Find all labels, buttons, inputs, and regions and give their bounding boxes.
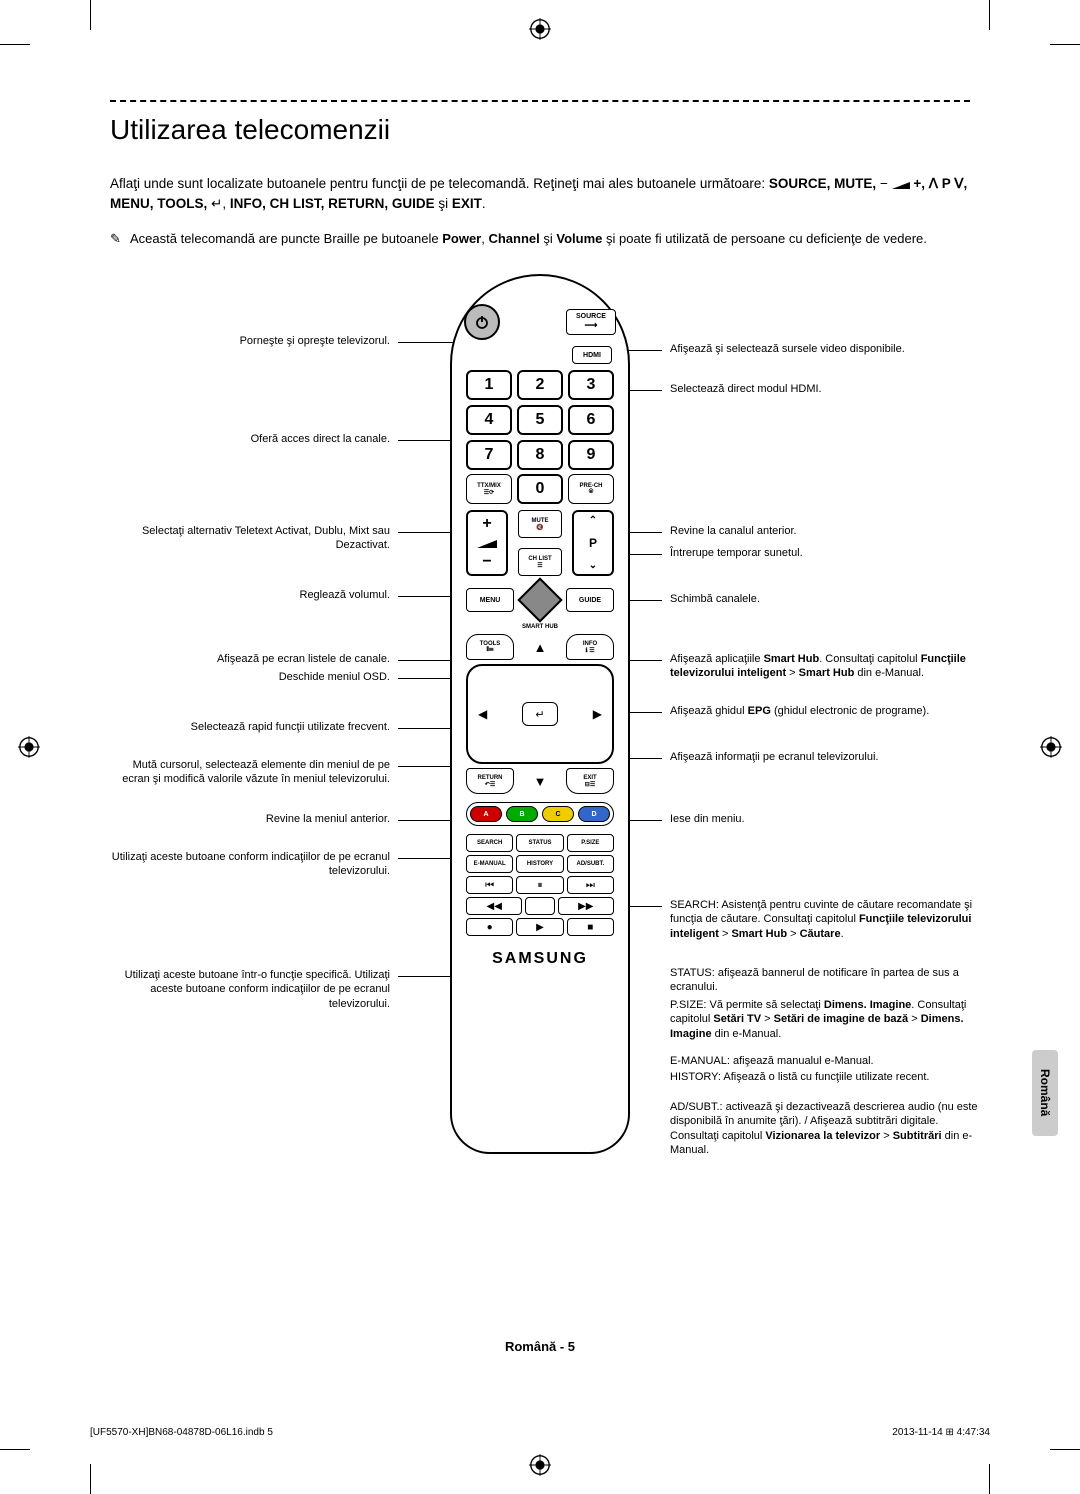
braille-note: Această telecomandă are puncte Braille p… — [110, 229, 970, 249]
color-b[interactable]: B — [506, 806, 538, 822]
prech-button[interactable]: PRE-CH⦾ — [568, 474, 614, 504]
print-meta-left: [UF5570-XH]BN68-04878D-06L16.indb 5 — [90, 1427, 273, 1438]
record-button[interactable]: ● — [466, 918, 513, 936]
ttx-button[interactable]: TTX/MIX☰⟳ — [466, 474, 512, 504]
label-prech: Revine la canalul anterior. — [670, 524, 980, 538]
label-emanual: E-MANUAL: afişează manualul e-Manual. — [670, 1054, 980, 1068]
num-5[interactable]: 5 — [517, 405, 563, 435]
stop-button[interactable]: ■ — [567, 918, 614, 936]
intro-text: Aflaţi unde sunt localizate butoanele pe… — [110, 174, 970, 215]
num-2[interactable]: 2 — [517, 370, 563, 400]
label-status: STATUS: afişează bannerul de notificare … — [670, 966, 980, 995]
source-button[interactable]: SOURCE⟶ — [566, 309, 616, 335]
label-return: Revine la meniul anterior. — [110, 812, 390, 826]
menu-button[interactable]: MENU — [466, 588, 514, 612]
label-mute: Întrerupe temporar sunetul. — [670, 546, 980, 560]
label-menu: Deschide meniul OSD. — [110, 670, 390, 684]
section-divider — [110, 100, 970, 102]
reg-mark-bottom — [529, 1454, 551, 1476]
label-colors: Utilizaţi aceste butoane conform indicaţ… — [110, 850, 390, 879]
label-chlist: Afişează pe ecran listele de canale. — [110, 652, 390, 666]
info-button[interactable]: INFOℹ ☰ — [566, 634, 614, 660]
num-4[interactable]: 4 — [466, 405, 512, 435]
adsubt-button[interactable]: AD/SUBT. — [567, 855, 614, 873]
label-volume: Reglează volumul. — [110, 588, 390, 602]
volume-rocker[interactable]: + − — [466, 510, 508, 576]
num-7[interactable]: 7 — [466, 440, 512, 470]
smarthub-label: SMART HUB — [464, 624, 616, 630]
remote-control: SOURCE⟶ HDMI 1 2 3 4 5 6 7 8 9 — [450, 274, 630, 1154]
history-button[interactable]: HISTORY — [516, 855, 563, 873]
search-button[interactable]: SEARCH — [466, 834, 513, 852]
page-title: Utilizarea telecomenzii — [110, 114, 970, 146]
label-guide: Afişează ghidul EPG (ghidul electronic d… — [670, 704, 980, 718]
color-a[interactable]: A — [470, 806, 502, 822]
return-button[interactable]: RETURN↶☰ — [466, 768, 514, 794]
dpad-right-icon[interactable]: ▶ — [593, 707, 602, 721]
brand-logo: SAMSUNG — [464, 950, 616, 968]
label-numbers: Oferă acces direct la canale. — [110, 432, 390, 446]
language-tab: Română — [1032, 1050, 1058, 1136]
label-source: Afişează şi selectează sursele video dis… — [670, 342, 980, 356]
label-search: SEARCH: Asistenţă pentru cuvinte de căut… — [670, 898, 980, 941]
pause-button[interactable]: ⏸ — [516, 876, 563, 894]
label-psize: P.SIZE: Vă permite să selectaţi Dimens. … — [670, 998, 980, 1041]
num-8[interactable]: 8 — [517, 440, 563, 470]
psize-button[interactable]: P.SIZE — [567, 834, 614, 852]
dpad[interactable]: ◀ ▶ ↵ — [466, 664, 614, 764]
dpad-left-icon[interactable]: ◀ — [478, 707, 487, 721]
num-1[interactable]: 1 — [466, 370, 512, 400]
print-meta-right: 2013-11-14 ⊞ 4:47:34 — [892, 1427, 990, 1438]
chlist-button[interactable]: CH LIST☰ — [518, 548, 562, 576]
hdmi-button[interactable]: HDMI — [572, 346, 612, 364]
next-track-button[interactable]: ⏭ — [567, 876, 614, 894]
num-0[interactable]: 0 — [517, 474, 563, 504]
label-channel: Schimbă canalele. — [670, 592, 980, 606]
color-d[interactable]: D — [578, 806, 610, 822]
label-tools: Selectează rapid funcţii utilizate frecv… — [110, 720, 390, 734]
label-dpad: Mută cursorul, selectează elemente din m… — [110, 758, 390, 787]
emanual-button[interactable]: E-MANUAL — [466, 855, 513, 873]
label-media: Utilizaţi aceste butoane într-o funcţie … — [110, 968, 390, 1011]
page-number: Română - 5 — [505, 1339, 575, 1354]
num-3[interactable]: 3 — [568, 370, 614, 400]
rewind-button[interactable]: ◀◀ — [466, 897, 522, 915]
label-hdmi: Selectează direct modul HDMI. — [670, 382, 980, 396]
num-9[interactable]: 9 — [568, 440, 614, 470]
color-buttons: A B C D — [466, 802, 614, 826]
exit-button[interactable]: EXIT⊟☰ — [566, 768, 614, 794]
guide-button[interactable]: GUIDE — [566, 588, 614, 612]
label-adsubt: AD/SUBT.: activează şi dezactivează desc… — [670, 1100, 980, 1157]
channel-rocker[interactable]: ⌃ P ⌄ — [572, 510, 614, 576]
label-smarthub: Afişează aplicaţiile Smart Hub. Consulta… — [670, 652, 980, 681]
label-ttx: Selectaţi alternativ Teletext Activat, D… — [110, 524, 390, 553]
fastfwd-button[interactable]: ▶▶ — [558, 897, 614, 915]
color-c[interactable]: C — [542, 806, 574, 822]
label-info: Afişează informaţii pe ecranul televizor… — [670, 750, 980, 764]
dpad-ok-button[interactable]: ↵ — [522, 702, 558, 726]
smarthub-button[interactable] — [517, 577, 562, 622]
number-pad: 1 2 3 4 5 6 7 8 9 — [466, 370, 614, 470]
prev-track-button[interactable]: ⏮ — [466, 876, 513, 894]
label-history: HISTORY: Afişează o listă cu funcţiile u… — [670, 1070, 980, 1084]
power-button[interactable] — [464, 304, 500, 340]
status-button[interactable]: STATUS — [516, 834, 563, 852]
label-exit: Iese din meniu. — [670, 812, 980, 826]
label-power: Porneşte şi opreşte televizorul. — [110, 334, 390, 348]
play-button[interactable]: ▶ — [516, 918, 563, 936]
tools-button[interactable]: TOOLS⫴☰ — [466, 634, 514, 660]
mute-button[interactable]: MUTE🔇 — [518, 510, 562, 538]
num-6[interactable]: 6 — [568, 405, 614, 435]
